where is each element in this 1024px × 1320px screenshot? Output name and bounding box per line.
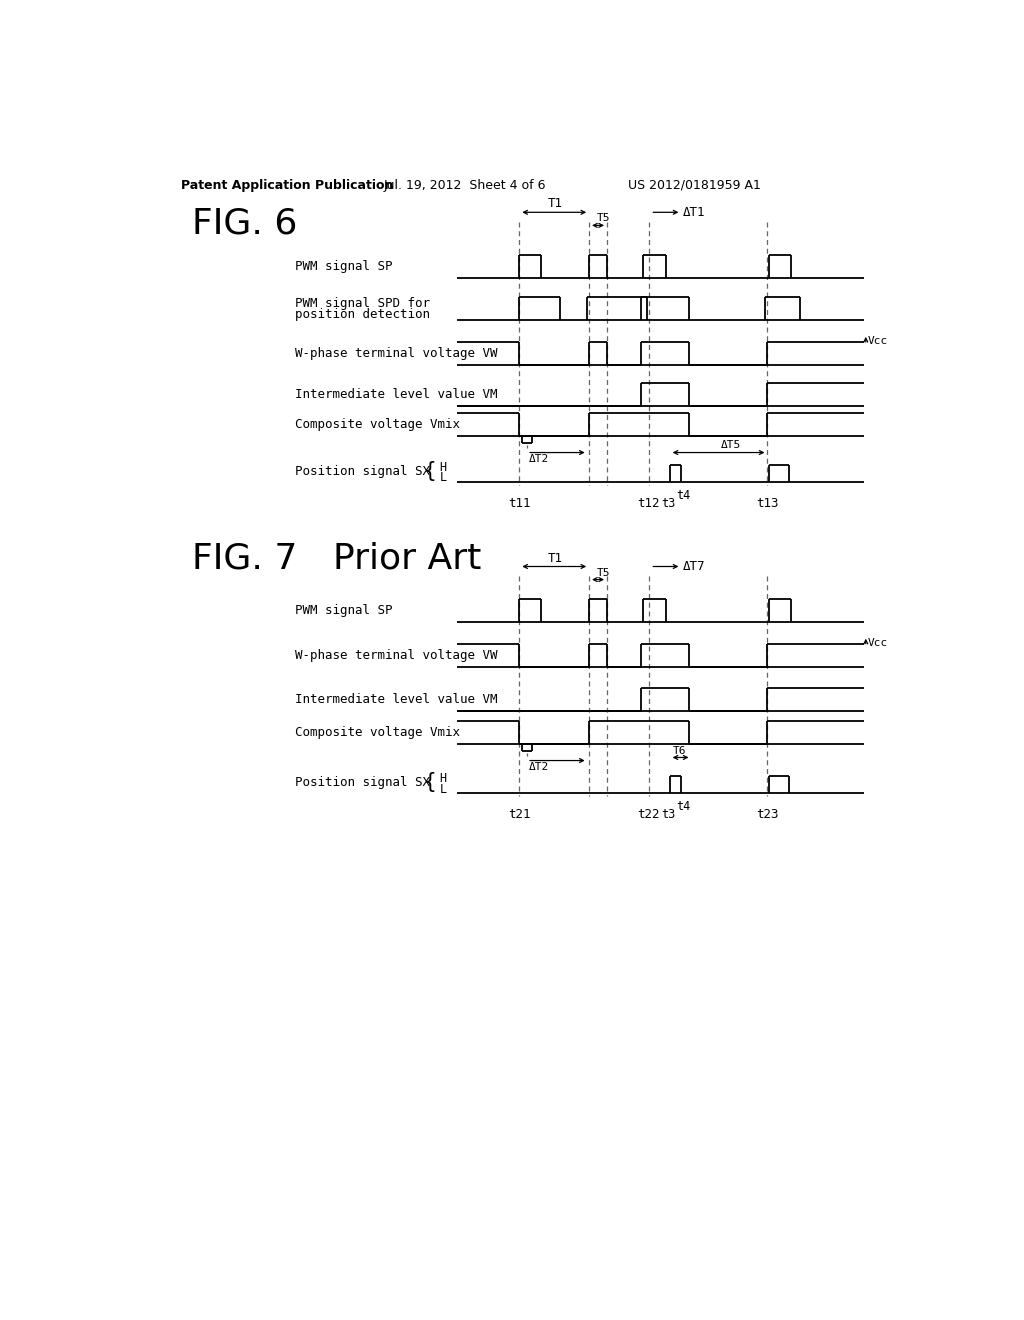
Text: Patent Application Publication: Patent Application Publication — [180, 178, 393, 191]
Text: FIG. 7: FIG. 7 — [193, 541, 298, 576]
Text: t22: t22 — [638, 808, 660, 821]
Text: Vcc: Vcc — [867, 638, 888, 648]
Text: W-phase terminal voltage VW: W-phase terminal voltage VW — [295, 347, 497, 360]
Text: ΔT2: ΔT2 — [528, 454, 549, 465]
Text: PWM signal SP: PWM signal SP — [295, 260, 392, 273]
Text: Intermediate level value VM: Intermediate level value VM — [295, 693, 497, 706]
Text: t21: t21 — [508, 808, 530, 821]
Text: t3: t3 — [662, 808, 675, 821]
Text: ΔT1: ΔT1 — [683, 206, 706, 219]
Text: L: L — [439, 783, 446, 796]
Text: T1: T1 — [548, 552, 563, 565]
Text: ΔT2: ΔT2 — [528, 763, 549, 772]
Text: T5: T5 — [597, 213, 610, 223]
Text: t4: t4 — [676, 800, 690, 813]
Text: ΔT5: ΔT5 — [721, 440, 741, 450]
Text: position detection: position detection — [295, 308, 430, 321]
Text: L: L — [439, 471, 446, 484]
Text: t11: t11 — [508, 496, 530, 510]
Text: Prior Art: Prior Art — [334, 541, 481, 576]
Text: FIG. 6: FIG. 6 — [193, 207, 298, 240]
Text: H: H — [439, 772, 446, 785]
Text: Position signal SX: Position signal SX — [295, 465, 430, 478]
Text: Jul. 19, 2012  Sheet 4 of 6: Jul. 19, 2012 Sheet 4 of 6 — [384, 178, 546, 191]
Text: T1: T1 — [548, 197, 563, 210]
Text: PWM signal SPD for: PWM signal SPD for — [295, 297, 430, 310]
Text: T6: T6 — [673, 746, 686, 755]
Text: t12: t12 — [638, 496, 660, 510]
Text: H: H — [439, 461, 446, 474]
Text: US 2012/0181959 A1: US 2012/0181959 A1 — [628, 178, 761, 191]
Text: t13: t13 — [756, 496, 778, 510]
Text: {: { — [424, 461, 436, 480]
Text: t23: t23 — [756, 808, 778, 821]
Text: Vcc: Vcc — [867, 335, 888, 346]
Text: Composite voltage Vmix: Composite voltage Vmix — [295, 417, 460, 430]
Text: Position signal SX: Position signal SX — [295, 776, 430, 788]
Text: t3: t3 — [662, 496, 675, 510]
Text: {: { — [424, 772, 436, 792]
Text: Composite voltage Vmix: Composite voltage Vmix — [295, 726, 460, 739]
Text: W-phase terminal voltage VW: W-phase terminal voltage VW — [295, 648, 497, 661]
Text: t4: t4 — [676, 490, 690, 502]
Text: Intermediate level value VM: Intermediate level value VM — [295, 388, 497, 401]
Text: ΔT7: ΔT7 — [683, 560, 706, 573]
Text: T5: T5 — [597, 568, 610, 578]
Text: PWM signal SP: PWM signal SP — [295, 603, 392, 616]
